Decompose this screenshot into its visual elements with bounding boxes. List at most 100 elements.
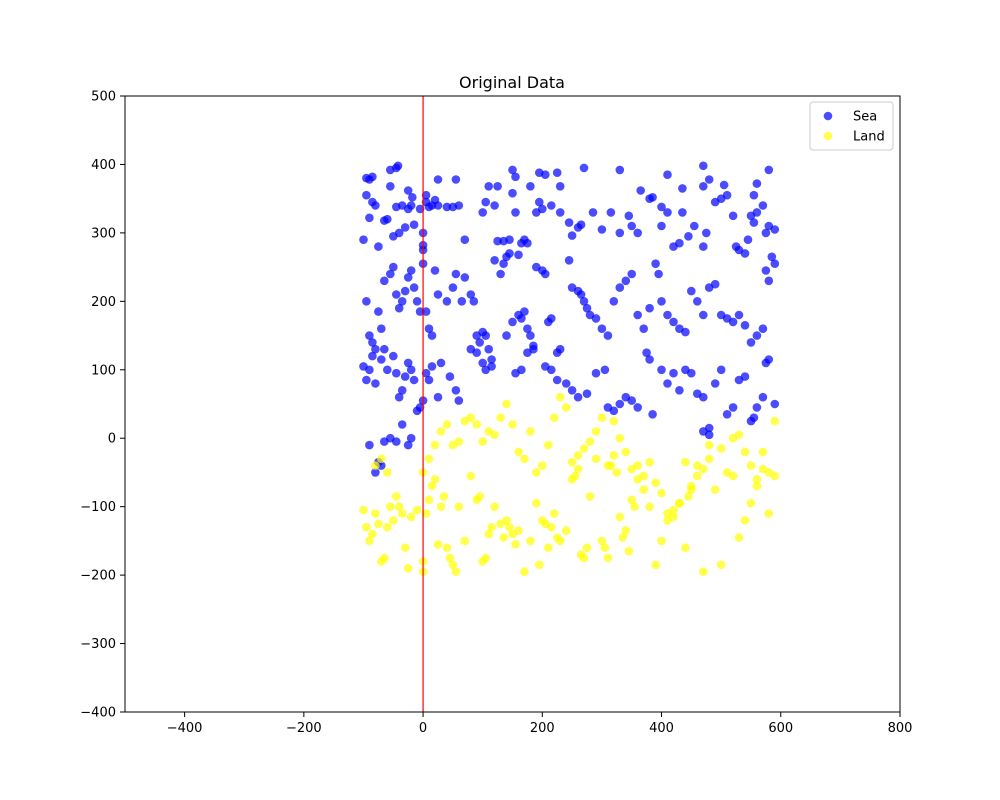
scatter-point-sea <box>460 235 470 244</box>
scatter-point-sea <box>576 290 586 299</box>
scatter-point-sea <box>552 168 562 177</box>
scatter-point-sea <box>758 324 768 334</box>
scatter-point-sea <box>451 386 461 395</box>
scatter-point-land <box>693 471 702 481</box>
scatter-point-land <box>728 471 738 481</box>
scatter-point-land <box>403 564 413 573</box>
scatter-point-sea <box>517 365 526 375</box>
scatter-point-sea <box>409 375 419 385</box>
scatter-point-sea <box>764 355 774 364</box>
scatter-point-land <box>421 509 431 518</box>
scatter-point-sea <box>710 279 720 289</box>
scatter-point-sea <box>770 399 780 409</box>
x-tick-label: −400 <box>167 721 203 736</box>
scatter-point-land <box>442 543 452 552</box>
scatter-point-sea <box>681 327 690 337</box>
scatter-point-sea <box>451 175 461 184</box>
scatter-point-land <box>371 461 380 470</box>
scatter-point-land <box>439 492 449 501</box>
scatter-point-land <box>639 471 648 481</box>
scatter-point-sea <box>448 283 458 292</box>
scatter-point-land <box>669 512 678 522</box>
scatter-point-sea <box>403 358 413 368</box>
scatter-point-sea <box>588 208 598 217</box>
scatter-point-sea <box>603 331 613 340</box>
scatter-point-sea <box>579 163 589 173</box>
scatter-point-land <box>621 447 631 457</box>
scatter-point-sea <box>740 249 750 258</box>
scatter-point-sea <box>675 238 684 248</box>
scatter-point-land <box>362 522 371 532</box>
scatter-point-land <box>618 533 628 542</box>
scatter-point-sea <box>392 368 401 378</box>
y-tick-label: −300 <box>80 637 116 652</box>
scatter-point-sea <box>368 338 377 347</box>
scatter-point-sea <box>484 344 494 354</box>
scatter-point-sea <box>460 273 470 282</box>
y-tick-label: −100 <box>80 500 116 515</box>
scatter-point-land <box>630 502 639 512</box>
scatter-point-land <box>746 498 756 508</box>
y-tick-label: 400 <box>91 158 116 173</box>
scatter-point-land <box>365 536 374 546</box>
scatter-point-sea <box>526 331 535 340</box>
scatter-point-sea <box>481 331 491 340</box>
legend-label-sea: Sea <box>853 110 877 125</box>
scatter-point-land <box>681 457 690 467</box>
scatter-point-land <box>609 416 619 426</box>
scatter-point-sea <box>687 286 696 296</box>
scatter-point-sea <box>663 170 672 179</box>
scatter-point-land <box>615 512 625 522</box>
scatter-point-sea <box>520 307 529 316</box>
scatter-point-land <box>561 403 571 412</box>
scatter-point-land <box>615 433 625 443</box>
scatter-point-sea <box>374 307 383 316</box>
scatter-point-land <box>368 529 377 539</box>
scatter-point-land <box>681 543 690 552</box>
scatter-point-land <box>392 492 401 501</box>
scatter-point-sea <box>421 368 431 378</box>
scatter-point-sea <box>693 297 702 306</box>
scatter-point-sea <box>654 269 663 279</box>
scatter-point-sea <box>490 255 499 265</box>
scatter-point-sea <box>547 201 556 210</box>
scatter-point-sea <box>478 208 488 217</box>
scatter-point-land <box>526 427 535 436</box>
scatter-point-land <box>561 526 571 535</box>
scatter-point-sea <box>397 297 407 306</box>
scatter-point-sea <box>609 406 619 416</box>
scatter-point-land <box>573 464 583 474</box>
scatter-point-land <box>466 413 476 423</box>
scatter-point-sea <box>371 379 380 388</box>
scatter-point-sea <box>475 338 485 347</box>
scatter-point-sea <box>362 297 371 306</box>
legend: Sea Land <box>809 101 894 151</box>
scatter-point-sea <box>523 348 532 358</box>
scatter-point-sea <box>657 202 666 212</box>
y-tick-label: −400 <box>80 706 116 721</box>
scatter-point-sea <box>502 331 511 340</box>
scatter-point-sea <box>430 266 440 275</box>
scatter-point-sea <box>752 331 762 340</box>
scatter-point-sea <box>359 235 368 244</box>
scatter-point-land <box>487 522 496 532</box>
scatter-point-sea <box>639 324 648 334</box>
axes: −400 −200 0 200 400 600 800 −400 −300 −200 −100 0 10… <box>80 90 912 737</box>
scatter-point-land <box>406 512 416 522</box>
scatter-point-land <box>514 447 523 457</box>
scatter-point-sea <box>663 310 672 320</box>
scatter-point-sea <box>362 190 371 200</box>
scatter-point-land <box>389 516 398 525</box>
scatter-point-land <box>633 461 642 470</box>
scatter-point-sea <box>505 249 514 258</box>
scatter-point-sea <box>547 365 556 375</box>
scatter-point-land <box>430 475 440 484</box>
scatter-point-land <box>377 454 386 464</box>
scatter-point-sea <box>567 231 577 240</box>
scatter-point-land <box>490 502 499 512</box>
scatter-point-sea <box>383 365 392 375</box>
scatter-point-land <box>600 543 610 552</box>
scatter-point-land <box>490 430 499 440</box>
scatter-point-land <box>454 502 464 512</box>
scatter-point-sea <box>651 259 660 269</box>
